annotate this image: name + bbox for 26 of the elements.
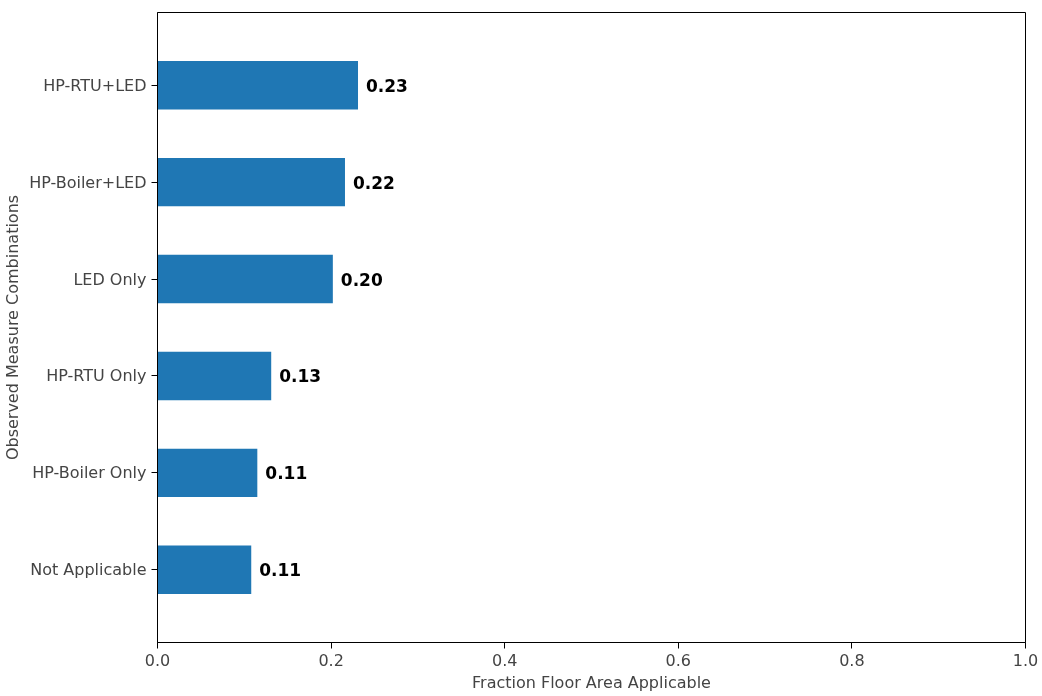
data-label: 0.11 [265, 463, 308, 484]
bar [157, 254, 333, 304]
bar [157, 60, 359, 110]
y-axis-title: Observed Measure Combinations [3, 194, 23, 461]
x-axis-title: Fraction Floor Area Applicable [472, 672, 711, 692]
y-tick-label: HP-RTU+LED [43, 75, 147, 95]
x-tick-label: 0.8 [839, 650, 865, 670]
data-label: 0.13 [279, 366, 322, 387]
y-tick-label: LED Only [73, 269, 147, 289]
data-label: 0.23 [366, 75, 408, 96]
x-tick-label: 0.6 [665, 650, 692, 670]
data-label: 0.11 [259, 560, 302, 581]
bar [157, 351, 272, 401]
bar [157, 448, 258, 498]
bar [157, 157, 345, 207]
data-label: 0.22 [352, 172, 395, 193]
y-tick-label: HP-Boiler Only [32, 463, 147, 483]
y-tick-label: HP-RTU Only [46, 366, 147, 386]
bar [157, 545, 252, 595]
data-label: 0.20 [340, 269, 383, 290]
y-tick-label: HP-Boiler+LED [29, 172, 147, 192]
y-tick-label: Not Applicable [30, 560, 147, 580]
x-tick-label: 0.0 [144, 650, 171, 670]
x-tick-label: 0.2 [318, 650, 344, 670]
x-tick-label: 0.4 [491, 650, 518, 670]
x-tick-label: 1.0 [1012, 650, 1039, 670]
